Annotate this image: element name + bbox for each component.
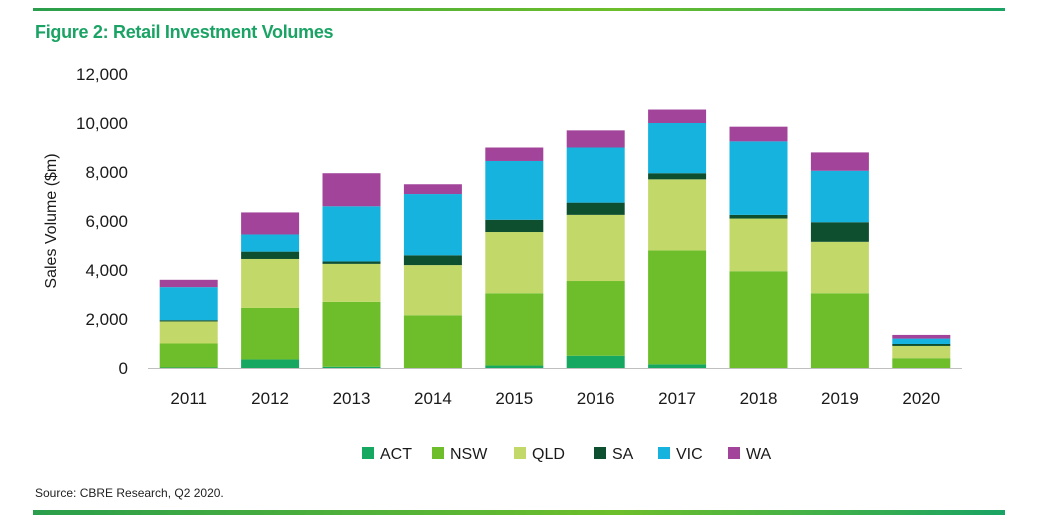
source-note: Source: CBRE Research, Q2 2020. (35, 486, 224, 500)
legend-swatch-act (362, 447, 374, 459)
bar-segment-qld-2014 (403, 265, 462, 316)
legend-swatch-qld (514, 447, 526, 459)
y-tick-label: 8,000 (85, 163, 128, 182)
legend-label-wa: WA (746, 446, 772, 463)
legend-label-act: ACT (380, 446, 412, 463)
y-tick-label: 0 (119, 359, 128, 378)
bar-segment-act-2015 (485, 365, 544, 368)
x-tick-label: 2016 (577, 389, 615, 408)
y-tick-label: 4,000 (85, 261, 128, 280)
y-tick-label: 10,000 (76, 114, 128, 133)
bar-segment-wa-2011 (159, 279, 218, 288)
bar-segment-vic-2014 (403, 194, 462, 256)
bar-segment-wa-2019 (810, 152, 869, 171)
y-tick-labels: 0 2,000 4,000 6,000 8,000 10,000 12,000 (76, 65, 128, 378)
bar-segment-act-2017 (648, 364, 707, 368)
x-tick-label: 2020 (902, 389, 940, 408)
bar-segment-qld-2018 (729, 218, 788, 272)
bar-segment-wa-2014 (403, 184, 462, 195)
x-tick-label: 2012 (251, 389, 289, 408)
legend-swatch-nsw (432, 447, 444, 459)
bar-segment-nsw-2019 (810, 293, 869, 368)
legend: ACT NSW QLD SA VIC WA (362, 446, 772, 463)
bar-segment-sa-2016 (566, 202, 625, 215)
bar-segment-sa-2012 (241, 251, 300, 259)
x-tick-label: 2011 (170, 389, 207, 408)
x-tick-label: 2017 (658, 389, 696, 408)
figure-title: Figure 2: Retail Investment Volumes (35, 22, 334, 42)
legend-label-nsw: NSW (450, 446, 488, 463)
bar-segment-wa-2018 (729, 126, 788, 142)
top-rule (33, 8, 1005, 11)
bar-segment-sa-2015 (485, 219, 544, 233)
legend-swatch-sa (594, 447, 606, 459)
x-tick-label: 2013 (333, 389, 371, 408)
bar-segment-vic-2016 (566, 147, 625, 203)
bar-segment-vic-2013 (322, 206, 381, 262)
bar-segment-nsw-2020 (892, 358, 951, 368)
x-tick-label: 2019 (821, 389, 859, 408)
y-tick-label: 2,000 (85, 310, 128, 329)
bar-segment-wa-2017 (648, 109, 707, 123)
bar-segment-vic-2011 (159, 287, 218, 321)
legend-swatch-wa (728, 447, 740, 459)
bar-segment-qld-2017 (648, 179, 707, 251)
bar-segment-nsw-2015 (485, 293, 544, 366)
bar-segment-wa-2020 (892, 334, 951, 339)
bar-segment-qld-2013 (322, 263, 381, 302)
bar-segment-sa-2019 (810, 222, 869, 242)
y-tick-label: 12,000 (76, 65, 128, 84)
bar-segment-vic-2019 (810, 170, 869, 223)
bar-segment-act-2016 (566, 355, 625, 368)
bar-segment-sa-2011 (159, 320, 218, 322)
bar-segment-sa-2013 (322, 261, 381, 264)
bar-segment-act-2013 (322, 366, 381, 368)
legend-label-vic: VIC (676, 446, 703, 463)
x-tick-labels: 2011 2012 2013 2014 2015 2016 2017 2018 2019 2020 (170, 389, 940, 408)
bar-segment-qld-2020 (892, 345, 951, 359)
bar-segment-nsw-2011 (159, 343, 218, 368)
x-tick-label: 2015 (495, 389, 533, 408)
bar-segment-sa-2018 (729, 214, 788, 219)
bar-segment-wa-2016 (566, 130, 625, 148)
legend-label-qld: QLD (532, 446, 565, 463)
bar-segment-wa-2013 (322, 173, 381, 207)
y-axis-title: Sales Volume ($m) (43, 153, 60, 288)
bottom-rule (33, 510, 1005, 515)
x-tick-label: 2018 (740, 389, 778, 408)
bar-segment-wa-2015 (485, 147, 544, 161)
bar-segment-sa-2014 (403, 255, 462, 266)
bar-segment-vic-2018 (729, 141, 788, 215)
bar-segment-nsw-2013 (322, 301, 381, 367)
bar-segment-vic-2020 (892, 338, 951, 344)
bar-segment-vic-2015 (485, 160, 544, 220)
bar-segment-sa-2017 (648, 173, 707, 180)
legend-label-sa: SA (612, 446, 634, 463)
bar-segment-qld-2015 (485, 232, 544, 294)
bar-segment-nsw-2018 (729, 271, 788, 368)
bar-segment-qld-2012 (241, 258, 300, 308)
y-tick-label: 6,000 (85, 212, 128, 231)
bars-group (159, 109, 951, 368)
bar-segment-qld-2016 (566, 214, 625, 282)
bar-segment-sa-2020 (892, 343, 951, 346)
bar-segment-nsw-2017 (648, 250, 707, 365)
bar-segment-nsw-2012 (241, 307, 300, 360)
bar-segment-qld-2011 (159, 321, 218, 344)
legend-swatch-vic (658, 447, 670, 459)
bar-segment-vic-2012 (241, 234, 300, 252)
bar-segment-nsw-2014 (403, 315, 462, 368)
bar-segment-act-2012 (241, 359, 300, 368)
bar-segment-nsw-2016 (566, 281, 625, 356)
bar-segment-wa-2012 (241, 212, 300, 235)
bar-segment-qld-2019 (810, 241, 869, 294)
bar-segment-vic-2017 (648, 123, 707, 174)
x-tick-label: 2014 (414, 389, 452, 408)
